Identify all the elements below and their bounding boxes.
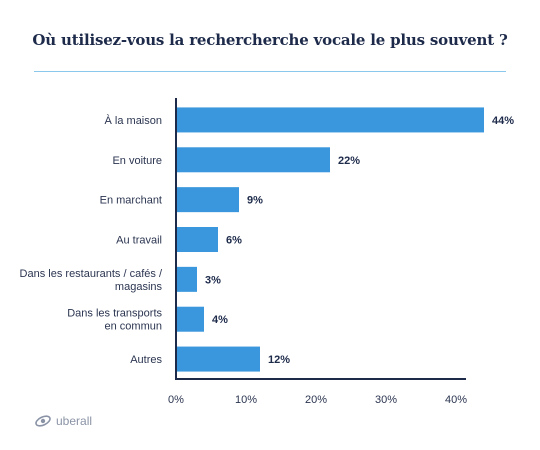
data-label: 3% (205, 274, 221, 286)
category-label: À la maison (105, 114, 162, 127)
category-label-line: À la maison (105, 114, 162, 127)
category-label: Dans les restaurants / cafés / magasins (20, 268, 163, 293)
bar (176, 227, 218, 252)
category-label: En marchant (100, 195, 162, 207)
uberall-logo: uberall (34, 414, 92, 428)
category-label: En voiture (112, 155, 162, 167)
data-label: 4% (212, 314, 228, 326)
category-label-line: Dans les transports (67, 308, 162, 320)
uberall-logo-icon (35, 415, 51, 427)
data-label: 9% (247, 195, 263, 207)
title-divider (34, 71, 506, 72)
category-label: Autres (130, 354, 162, 366)
x-tick-label: 40% (445, 394, 467, 406)
bar (176, 147, 330, 173)
category-label-line: Autres (130, 354, 162, 366)
category-label: Au travail (116, 235, 162, 247)
x-tick-label: 30% (375, 394, 397, 406)
data-label: 12% (268, 354, 290, 366)
logo-text: uberall (56, 414, 93, 428)
x-tick-label: 0% (168, 394, 184, 406)
category-label-line: Au travail (116, 235, 162, 247)
data-label: 6% (226, 235, 242, 247)
category-label: Dans les transports en commun (67, 308, 162, 333)
chart-title: Où utilisez-vous la rechercherche vocale… (32, 31, 508, 49)
category-label-line: magasins (115, 281, 163, 293)
category-label-line: Dans les restaurants / cafés / (20, 268, 163, 280)
data-label: 22% (338, 155, 360, 167)
x-tick-label: 20% (305, 394, 327, 406)
bar (176, 107, 484, 133)
bar (176, 306, 204, 332)
category-label-line: En marchant (100, 195, 162, 207)
bar (176, 346, 260, 372)
bar (176, 187, 239, 213)
category-label-line: En voiture (112, 155, 162, 167)
bar (176, 266, 197, 292)
data-label: 44% (492, 115, 514, 127)
x-tick-label: 10% (235, 394, 257, 406)
category-label-line: en commun (105, 321, 162, 333)
